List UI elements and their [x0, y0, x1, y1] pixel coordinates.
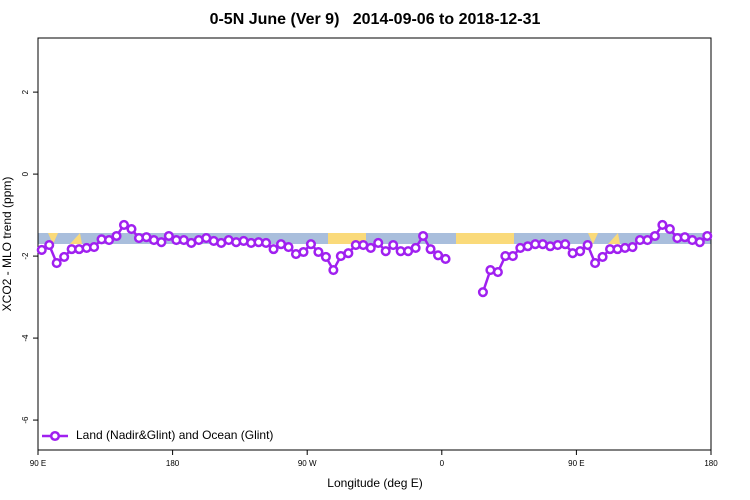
data-point: [575, 246, 586, 257]
land-band: [588, 233, 598, 244]
data-point: [320, 251, 331, 262]
x-tick-label: 180: [704, 459, 718, 468]
data-point: [51, 258, 62, 269]
x-tick-label: 90 E: [568, 459, 584, 468]
data-point: [477, 287, 488, 298]
data-point: [118, 219, 130, 230]
data-point: [627, 242, 638, 253]
data-point: [410, 242, 421, 253]
data-point: [36, 244, 47, 255]
data-point: [664, 223, 675, 235]
data-point: [380, 246, 391, 257]
land-band: [48, 233, 58, 244]
surface-band: [38, 233, 711, 244]
x-tick-label: 90 W: [298, 459, 317, 468]
data-point: [582, 239, 593, 251]
data-point: [440, 253, 451, 265]
data-point: [373, 237, 384, 249]
data-point: [126, 223, 137, 235]
data-point: [103, 235, 115, 246]
data-point: [590, 258, 601, 269]
y-tick-label: -4: [21, 334, 30, 342]
data-point: [694, 237, 705, 248]
data-point: [388, 239, 399, 251]
data-point: [597, 251, 608, 262]
data-point: [44, 239, 55, 251]
data-point: [507, 251, 518, 262]
x-axis-label: Longitude (deg E): [327, 476, 422, 490]
land-band: [70, 233, 82, 244]
data-point: [702, 230, 713, 242]
data-point: [261, 237, 272, 249]
data-point: [657, 219, 668, 230]
land-band: [456, 233, 514, 244]
data-point: [560, 239, 571, 250]
data-point: [649, 230, 660, 242]
y-tick-label: 0: [21, 171, 30, 176]
plot-frame: [37, 37, 712, 451]
data-point: [313, 246, 324, 258]
data-point: [642, 235, 653, 246]
data-point: [433, 250, 444, 261]
data-point: [298, 246, 309, 258]
data-point: [425, 244, 436, 255]
data-point: [163, 230, 174, 242]
x-tick-label: 90 E: [30, 459, 46, 468]
legend-label: Land (Nadir&Glint) and Ocean (Glint): [76, 428, 273, 442]
chart-title: 0-5N June (Ver 9) 2014-09-06 to 2018-12-…: [210, 11, 541, 28]
data-point: [268, 244, 279, 255]
y-axis-label: XCO2 - MLO trend (ppm): [0, 177, 14, 312]
data-point: [418, 230, 429, 242]
legend-marker: [49, 430, 61, 442]
data-point: [365, 242, 376, 253]
land-band: [608, 233, 620, 244]
data-point: [283, 242, 294, 253]
data-point: [111, 230, 122, 242]
data-point: [305, 239, 316, 250]
data-point: [156, 237, 167, 248]
x-tick-label: 0: [440, 459, 445, 468]
y-tick-label: 2: [21, 89, 30, 94]
data-point: [343, 248, 354, 259]
y-tick-label: -2: [21, 252, 30, 260]
y-tick-label: -6: [21, 416, 30, 424]
data-point: [492, 267, 503, 278]
ocean-band: [38, 233, 711, 244]
data-point: [59, 251, 70, 262]
x-tick-label: 180: [166, 459, 180, 468]
data-point: [328, 264, 339, 276]
data-point: [89, 242, 100, 253]
land-band: [328, 233, 366, 244]
